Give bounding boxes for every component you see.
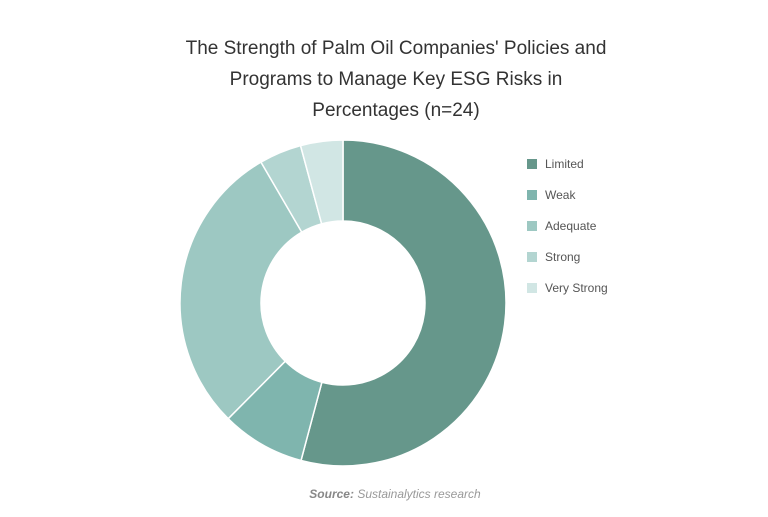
legend-label: Strong [545,250,580,264]
source-label: Source: [309,487,354,501]
donut-segment [300,139,507,467]
donut-segment [179,161,303,420]
donut-segment [299,139,344,225]
legend-swatch [527,221,537,231]
source-text: Sustainalytics research [357,487,481,501]
legend-label: Very Strong [545,281,608,295]
legend-label: Limited [545,157,584,171]
legend-label: Adequate [545,219,597,233]
legend-swatch [527,159,537,169]
source: Source: Sustainalytics research [0,487,768,501]
legend-swatch [527,190,537,200]
chart-title: The Strength of Palm Oil Companies' Poli… [185,38,607,121]
legend-swatch [527,252,537,262]
legend-swatch [527,283,537,293]
legend-label: Weak [545,188,576,202]
